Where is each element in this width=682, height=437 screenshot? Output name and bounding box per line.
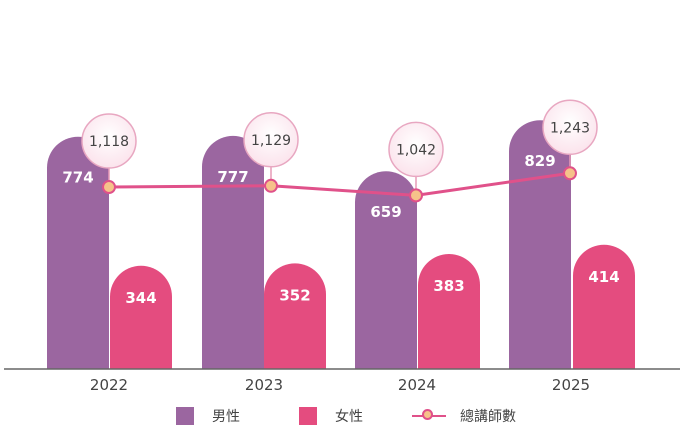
total-label-2022: 1,118 xyxy=(89,134,129,150)
legend-label-female: 女性 xyxy=(335,409,363,425)
total-bubble-2022 xyxy=(81,113,137,169)
total-bubble-2024 xyxy=(388,121,444,178)
data-label-male-2022: 774 xyxy=(62,169,93,187)
bar-female-2022[interactable] xyxy=(110,265,172,369)
bar-group: 774 344 777 352 659 383 829 414 xyxy=(47,120,635,369)
legend-swatch-female xyxy=(299,407,317,425)
total-label-2024: 1,042 xyxy=(396,142,436,158)
bar-female-2025[interactable] xyxy=(573,244,635,369)
bar-male-2022[interactable] xyxy=(47,136,109,369)
total-line xyxy=(108,171,571,197)
total-point-2024[interactable] xyxy=(409,188,423,203)
data-label-female-2024: 383 xyxy=(433,277,464,295)
x-tick-labels: 2022 2023 2024 2025 xyxy=(90,376,590,394)
data-label-female-2025: 414 xyxy=(588,268,619,286)
x-tick-2025: 2025 xyxy=(552,376,590,394)
legend-item-female[interactable]: 女性 xyxy=(299,406,363,426)
total-label-2025: 1,243 xyxy=(550,120,590,136)
total-bubble-2025 xyxy=(542,99,598,156)
total-line-group: 1,118 1,129 1,042 1,243 xyxy=(81,99,598,203)
bar-male-2024[interactable] xyxy=(355,171,417,369)
legend-swatch-total xyxy=(412,407,446,425)
legend: 男性 女性 總講師數 xyxy=(0,400,682,430)
data-label-female-2023: 352 xyxy=(279,286,310,304)
x-tick-2022: 2022 xyxy=(90,376,128,394)
bar-female-2023[interactable] xyxy=(264,263,326,369)
bar-female-2024[interactable] xyxy=(418,254,480,369)
total-bubble-2023 xyxy=(243,112,299,168)
bar-male-2025[interactable] xyxy=(509,120,571,369)
total-point-2022[interactable] xyxy=(102,180,116,195)
data-label-male-2024: 659 xyxy=(370,203,401,221)
total-label-2023: 1,129 xyxy=(251,133,291,149)
legend-item-male[interactable]: 男性 xyxy=(176,406,240,426)
bar-male-2023[interactable] xyxy=(202,135,264,369)
legend-item-total[interactable]: 總講師數 xyxy=(412,406,516,426)
legend-label-total: 總講師數 xyxy=(460,409,516,425)
total-point-2023[interactable] xyxy=(264,178,278,193)
legend-label-male: 男性 xyxy=(212,409,240,425)
total-point-2025[interactable] xyxy=(563,166,577,181)
data-label-female-2022: 344 xyxy=(125,289,156,307)
legend-swatch-male xyxy=(176,407,194,425)
x-tick-2023: 2023 xyxy=(245,376,283,394)
x-tick-2024: 2024 xyxy=(398,376,436,394)
data-label-male-2025: 829 xyxy=(524,152,555,170)
data-label-male-2023: 777 xyxy=(217,168,248,186)
